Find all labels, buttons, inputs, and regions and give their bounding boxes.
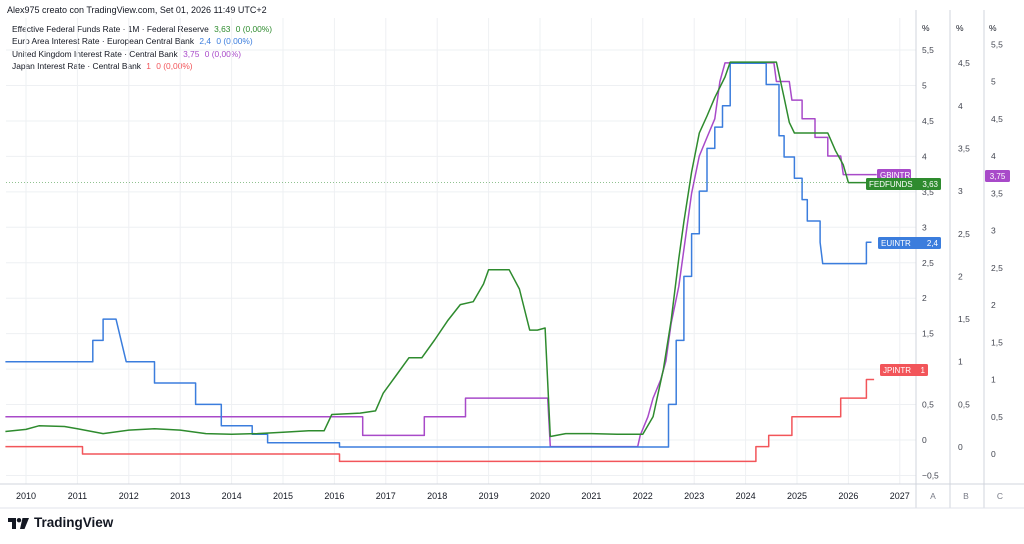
legend-row-jp[interactable]: Japan Interest Rate · Central Bank 1 0 (… — [12, 60, 272, 72]
series-line-fed — [5, 61, 875, 438]
axis-unit-C: % — [989, 23, 997, 33]
legend-change-uk: 0 (0,00%) — [204, 48, 242, 59]
x-tick-label: 2014 — [222, 491, 242, 501]
x-tick-label: 2023 — [684, 491, 704, 501]
y-tick-label-C: 3 — [991, 226, 996, 236]
series-line-eu — [5, 62, 872, 448]
tradingview-brand[interactable]: TradingView — [8, 515, 113, 530]
y-tick-label-A: 2 — [922, 293, 927, 303]
y-tick-label-B: 3,5 — [958, 143, 970, 153]
series-tag-name-uk: GBINTR — [880, 171, 910, 180]
y-tick-label-C: 0,5 — [991, 412, 1003, 422]
x-tick-label: 2024 — [736, 491, 756, 501]
x-tick-label: 2019 — [479, 491, 499, 501]
x-tick-label: 2018 — [427, 491, 447, 501]
y-tick-label-A: 5,5 — [922, 45, 934, 55]
tradingview-logo-icon — [8, 517, 29, 529]
x-tick-label: 2027 — [890, 491, 910, 501]
y-tick-label-B: 0,5 — [958, 399, 970, 409]
x-tick-label: 2010 — [16, 491, 36, 501]
series-tag-name-jp: JPINTR — [883, 366, 911, 375]
x-tick-label: 2021 — [581, 491, 601, 501]
y-tick-label-C: 1 — [991, 375, 996, 385]
y-tick-label-C: 4,5 — [991, 114, 1003, 124]
axis-unit-B: % — [956, 23, 964, 33]
legend-last-jp: 1 — [146, 60, 151, 71]
series-tag-name-eu: EUINTR — [881, 239, 911, 248]
y-tick-label-A: 1,5 — [922, 329, 934, 339]
legend-name-eu: Euro Area Interest Rate · European Centr… — [12, 36, 195, 47]
tradingview-wordmark: TradingView — [34, 515, 114, 530]
axis-letter-A: A — [930, 491, 936, 501]
x-tick-label: 2026 — [838, 491, 858, 501]
y-tick-label-A: 4,5 — [922, 116, 934, 126]
y-tick-label-A: 5 — [922, 81, 927, 91]
series-tag-value-eu: 2,4 — [927, 239, 939, 248]
y-tick-label-A: 3,5 — [922, 187, 934, 197]
legend-change-eu: 0 (0,00%) — [216, 36, 253, 47]
y-tick-label-B: 4,5 — [958, 58, 970, 68]
x-tick-label: 2017 — [376, 491, 396, 501]
chart-header: Alex975 creato con TradingView.com, Set … — [7, 5, 267, 15]
series-tag-value-fed: 3,63 — [922, 180, 938, 189]
legend: Effective Federal Funds Rate · 1M · Fede… — [12, 23, 272, 72]
legend-last-uk: 3,75 — [183, 48, 200, 59]
y-tick-label-C: 2 — [991, 300, 996, 310]
y-tick-label-C: 5,5 — [991, 39, 1003, 49]
axis-unit-A: % — [922, 23, 930, 33]
x-tick-label: 2011 — [68, 491, 87, 501]
x-tick-label: 2025 — [787, 491, 807, 501]
series-line-uk — [5, 62, 877, 448]
legend-row-fed[interactable]: Effective Federal Funds Rate · 1M · Fede… — [12, 23, 272, 35]
y-tick-label-B: 2,5 — [958, 229, 970, 239]
series-tag-value-jp: 1 — [921, 366, 926, 375]
legend-last-fed: 3,63 — [214, 24, 231, 34]
legend-change-fed: 0 (0,00%) — [235, 24, 273, 34]
series-tag-name-fed: FEDFUNDS — [869, 180, 913, 189]
legend-row-eu[interactable]: Euro Area Interest Rate · European Centr… — [12, 35, 272, 47]
x-tick-label: 2012 — [119, 491, 139, 501]
series-tag-eu — [878, 237, 941, 249]
y-tick-label-B: 3 — [958, 186, 963, 196]
legend-change-jp: 0 (0,00%) — [156, 60, 193, 71]
legend-row-uk[interactable]: United Kingdom Interest Rate · Central B… — [12, 48, 272, 60]
y-tick-label-B: 2 — [958, 271, 963, 281]
series-line-jp — [5, 378, 875, 463]
axis-badge-uk — [985, 170, 1010, 182]
y-tick-label-B: 1 — [958, 357, 963, 367]
legend-last-eu: 2,4 — [199, 36, 212, 47]
x-tick-label: 2020 — [530, 491, 550, 501]
y-tick-label-C: 3,5 — [991, 188, 1003, 198]
y-tick-label-C: 2,5 — [991, 263, 1003, 273]
y-tick-label-B: 1,5 — [958, 314, 970, 324]
x-tick-label: 2015 — [273, 491, 293, 501]
axis-letter-B: B — [963, 491, 969, 501]
legend-name-uk: United Kingdom Interest Rate · Central B… — [12, 48, 178, 59]
y-tick-label-A: −0,5 — [922, 470, 939, 480]
x-tick-label: 2022 — [633, 491, 653, 501]
y-tick-label-A: 3 — [922, 222, 927, 232]
y-tick-label-C: 4 — [991, 151, 996, 161]
series-tag-jp — [880, 364, 928, 376]
x-tick-label: 2016 — [324, 491, 344, 501]
y-tick-label-B: 0 — [958, 442, 963, 452]
y-tick-label-C: 5 — [991, 77, 996, 87]
series-tag-fed — [866, 178, 941, 190]
y-tick-label-A: 4 — [922, 151, 927, 161]
legend-name-jp: Japan Interest Rate · Central Bank — [12, 60, 141, 71]
y-tick-label-A: 0,5 — [922, 400, 934, 410]
y-tick-label-A: 0 — [922, 435, 927, 445]
legend-name-fed: Effective Federal Funds Rate · 1M · Fede… — [12, 24, 209, 34]
axis-badge-value-uk: 3,75 — [990, 172, 1006, 181]
axis-letter-C: C — [997, 491, 1003, 501]
y-tick-label-A: 2,5 — [922, 258, 934, 268]
y-tick-label-B: 4 — [958, 101, 963, 111]
x-tick-label: 2013 — [170, 491, 190, 501]
y-tick-label-C: 1,5 — [991, 337, 1003, 347]
y-tick-label-C: 0 — [991, 449, 996, 459]
